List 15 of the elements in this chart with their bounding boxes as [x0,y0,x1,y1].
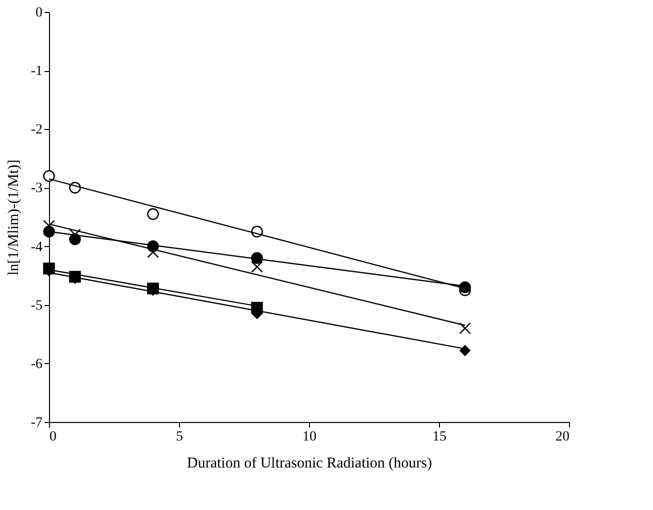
y-tick-label: -1 [30,64,42,80]
x-tick-label: 15 [432,430,446,444]
y-axis-title: ln[1/Mlim)-(1/Mt)] [6,160,22,276]
y-tick-label: 0 [36,6,42,20]
x-tick-label: 0 [50,430,56,444]
x-tick-label: 5 [176,430,183,444]
x-tick-label: 10 [302,430,316,444]
y-tick-label: -7 [30,416,42,430]
y-tick-label: -4 [30,240,42,255]
y-tick-label: -2 [30,122,42,138]
x-axis-title: Duration of Ultrasonic Radiation (hours) [187,456,432,472]
y-tick-label: -5 [30,298,42,314]
y-tick-label: -6 [30,356,42,372]
x-tick-label: 20 [556,430,570,444]
y-tick-label: -3 [30,181,42,196]
